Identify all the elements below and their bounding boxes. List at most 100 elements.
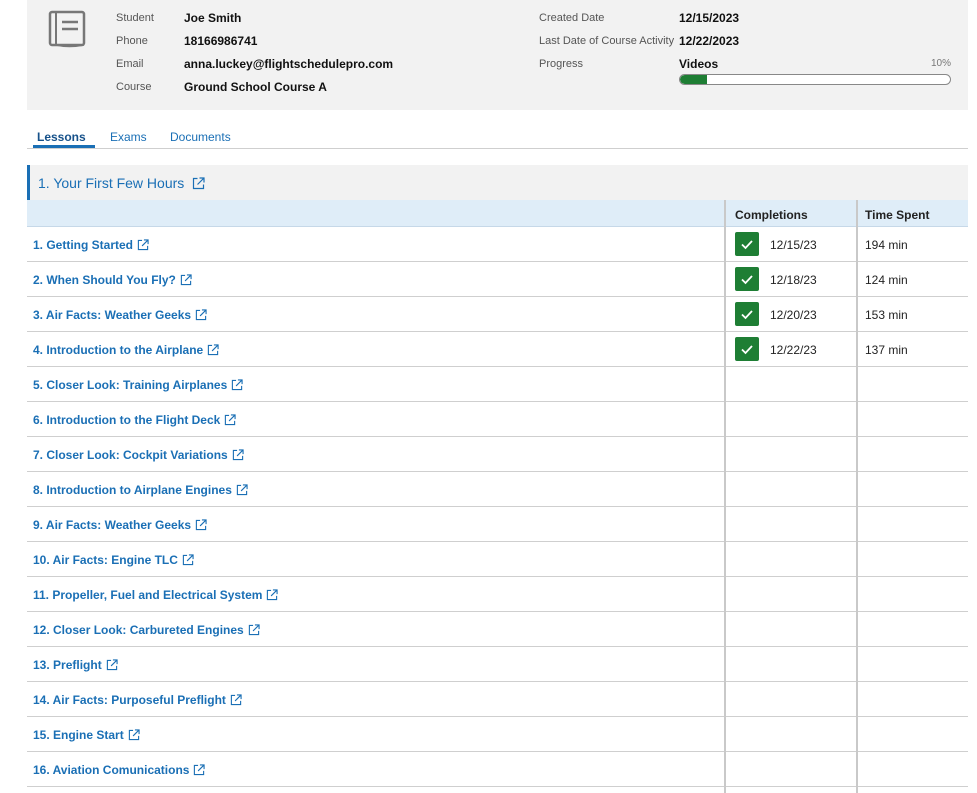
email-value: anna.luckey@flightschedulepro.com bbox=[184, 57, 394, 71]
completions-column-header: Completions bbox=[735, 208, 808, 222]
external-link-icon[interactable] bbox=[195, 519, 207, 531]
lesson-title[interactable]: 10. Air Facts: Engine TLC bbox=[33, 553, 178, 567]
external-link-icon[interactable] bbox=[232, 449, 244, 461]
progress-label: Progress bbox=[539, 58, 584, 70]
external-link-icon[interactable] bbox=[180, 274, 192, 286]
lesson-title[interactable]: 15. Engine Start bbox=[33, 728, 124, 742]
completion-date: 12/20/23 bbox=[770, 308, 817, 322]
completion-date: 12/22/23 bbox=[770, 343, 817, 357]
lesson-title[interactable]: 12. Closer Look: Carbureted Engines bbox=[33, 623, 244, 637]
external-link-icon[interactable] bbox=[106, 659, 118, 671]
lesson-link[interactable]: 6. Introduction to the Flight Deck bbox=[33, 413, 236, 427]
lesson-link[interactable]: 7. Closer Look: Cockpit Variations bbox=[33, 448, 244, 462]
lesson-link[interactable]: 4. Introduction to the Airplane bbox=[33, 343, 219, 357]
table-row: 2. When Should You Fly? 12/18/23 124 min bbox=[27, 262, 968, 297]
progress-type: Videos bbox=[679, 57, 719, 71]
completed-checkbox bbox=[735, 302, 759, 326]
phone-value: 18166986741 bbox=[184, 34, 258, 48]
checkmark-icon bbox=[741, 240, 753, 250]
table-row: 5. Closer Look: Training Airplanes bbox=[27, 367, 968, 402]
table-row: 11. Propeller, Fuel and Electrical Syste… bbox=[27, 577, 968, 612]
time-spent: 124 min bbox=[865, 273, 908, 287]
section-title[interactable]: 1. Your First Few Hours bbox=[38, 175, 205, 191]
external-link-icon[interactable] bbox=[137, 239, 149, 251]
external-link-icon[interactable] bbox=[128, 729, 140, 741]
column-divider bbox=[856, 200, 858, 793]
lesson-title[interactable]: 9. Air Facts: Weather Geeks bbox=[33, 518, 192, 532]
lesson-title[interactable]: 13. Preflight bbox=[33, 658, 102, 672]
external-link-icon[interactable] bbox=[193, 764, 206, 776]
time-spent: 153 min bbox=[865, 308, 908, 322]
external-link-icon[interactable] bbox=[207, 344, 219, 356]
lesson-title[interactable]: 4. Introduction to the Airplane bbox=[33, 343, 204, 357]
lesson-title[interactable]: 14. Air Facts: Purposeful Preflight bbox=[33, 693, 226, 707]
external-link-icon[interactable] bbox=[192, 177, 205, 190]
external-link-icon[interactable] bbox=[195, 309, 207, 321]
external-link-icon[interactable] bbox=[266, 589, 279, 601]
lesson-title[interactable]: 7. Closer Look: Cockpit Variations bbox=[33, 448, 228, 462]
checkmark-icon bbox=[741, 275, 753, 285]
lesson-title[interactable]: 1. Getting Started bbox=[33, 238, 134, 252]
external-link-icon[interactable] bbox=[182, 554, 194, 566]
table-row: 10. Air Facts: Engine TLC bbox=[27, 542, 968, 577]
course-value: Ground School Course A bbox=[184, 80, 327, 94]
last-activity-label: Last Date of Course Activity bbox=[539, 35, 675, 47]
lesson-title[interactable]: 8. Introduction to Airplane Engines bbox=[33, 483, 232, 497]
completed-checkbox bbox=[735, 337, 759, 361]
lesson-title[interactable]: 11. Propeller, Fuel and Electrical Syste… bbox=[33, 588, 263, 602]
completion-date: 12/18/23 bbox=[770, 273, 817, 287]
lesson-link[interactable]: 1. Getting Started bbox=[33, 238, 149, 252]
lesson-link[interactable]: 8. Introduction to Airplane Engines bbox=[33, 483, 248, 497]
progress-bar-fill bbox=[680, 75, 707, 84]
email-label: Email bbox=[116, 58, 144, 70]
last-activity-value: 12/22/2023 bbox=[679, 34, 740, 48]
lesson-link[interactable]: 11. Propeller, Fuel and Electrical Syste… bbox=[33, 588, 279, 602]
lesson-title[interactable]: 3. Air Facts: Weather Geeks bbox=[33, 308, 192, 322]
lesson-link[interactable]: 5. Closer Look: Training Airplanes bbox=[33, 378, 243, 392]
lesson-link[interactable]: 15. Engine Start bbox=[33, 728, 140, 742]
table-row: 1. Getting Started 12/15/23 194 min bbox=[27, 227, 968, 262]
lesson-title[interactable]: 6. Introduction to the Flight Deck bbox=[33, 413, 221, 427]
table-row: 9. Air Facts: Weather Geeks bbox=[27, 507, 968, 542]
time-spent: 194 min bbox=[865, 238, 908, 252]
table-row: 6. Introduction to the Flight Deck bbox=[27, 402, 968, 437]
checkmark-icon bbox=[741, 310, 753, 320]
progress-bar bbox=[679, 74, 951, 85]
student-label: Student bbox=[116, 12, 154, 24]
lesson-title[interactable]: 16. Aviation Comunications bbox=[33, 763, 190, 777]
section-title-text[interactable]: 1. Your First Few Hours bbox=[38, 175, 185, 191]
lesson-link[interactable]: 16. Aviation Comunications bbox=[33, 763, 206, 777]
student-name: Joe Smith bbox=[184, 11, 242, 25]
lesson-link[interactable]: 14. Air Facts: Purposeful Preflight bbox=[33, 693, 242, 707]
lesson-link[interactable]: 9. Air Facts: Weather Geeks bbox=[33, 518, 207, 532]
table-row: 4. Introduction to the Airplane 12/22/23 1… bbox=[27, 332, 968, 367]
time-spent-column-header: Time Spent bbox=[865, 208, 930, 222]
lesson-link[interactable]: 13. Preflight bbox=[33, 658, 118, 672]
table-row: 12. Closer Look: Carbureted Engines bbox=[27, 612, 968, 647]
checkmark-icon bbox=[741, 345, 753, 355]
external-link-icon[interactable] bbox=[230, 694, 242, 706]
lesson-link[interactable]: 3. Air Facts: Weather Geeks bbox=[33, 308, 207, 322]
external-link-icon[interactable] bbox=[231, 379, 243, 391]
tab-documents[interactable]: Documents bbox=[170, 130, 231, 144]
lesson-link[interactable]: 2. When Should You Fly? bbox=[33, 273, 192, 287]
external-link-icon[interactable] bbox=[248, 624, 260, 636]
tab-lessons[interactable]: Lessons bbox=[37, 130, 86, 144]
lesson-link[interactable]: 10. Air Facts: Engine TLC bbox=[33, 553, 194, 567]
external-link-icon[interactable] bbox=[236, 484, 248, 496]
book-icon bbox=[48, 10, 86, 48]
lessons-table-header: Completions Time Spent bbox=[27, 200, 968, 227]
created-date-value: 12/15/2023 bbox=[679, 11, 740, 25]
tab-exams[interactable]: Exams bbox=[110, 130, 147, 144]
lesson-title[interactable]: 5. Closer Look: Training Airplanes bbox=[33, 378, 228, 392]
lesson-title[interactable]: 2. When Should You Fly? bbox=[33, 273, 176, 287]
completed-checkbox bbox=[735, 232, 759, 256]
created-date-label: Created Date bbox=[539, 12, 605, 24]
section-header[interactable]: 1. Your First Few Hours bbox=[27, 165, 968, 200]
lesson-link[interactable]: 12. Closer Look: Carbureted Engines bbox=[33, 623, 260, 637]
column-divider bbox=[724, 200, 726, 793]
completed-checkbox bbox=[735, 267, 759, 291]
course-label: Course bbox=[116, 81, 152, 93]
table-row: 16. Aviation Comunications bbox=[27, 752, 968, 787]
external-link-icon[interactable] bbox=[224, 414, 236, 426]
